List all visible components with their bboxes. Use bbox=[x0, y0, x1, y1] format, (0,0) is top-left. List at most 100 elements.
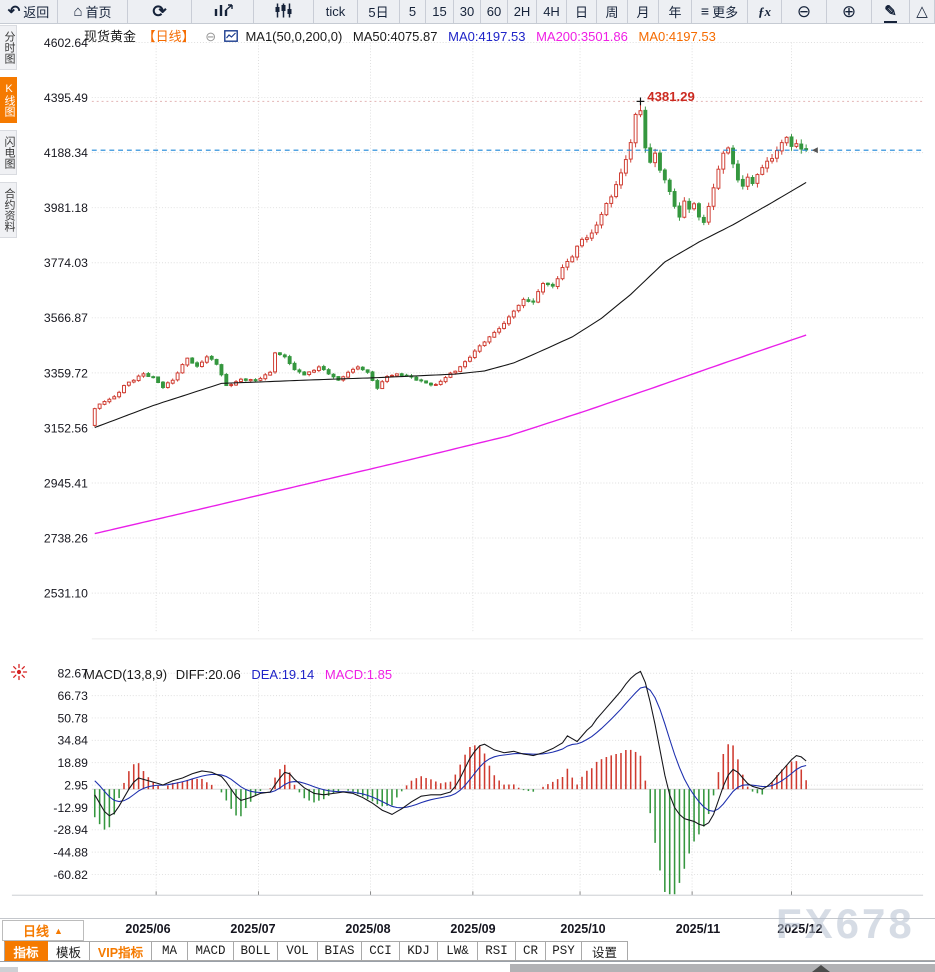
toolbar-item-label: 15 bbox=[432, 4, 447, 19]
svg-text:-12.99: -12.99 bbox=[53, 801, 88, 815]
indicator-tab-指标[interactable]: 指标 bbox=[4, 941, 48, 961]
indicator-tab-CCI[interactable]: CCI bbox=[362, 941, 400, 961]
toolbar-item-4h[interactable]: 4H bbox=[537, 0, 567, 23]
toolbar-item-label: 5 bbox=[408, 4, 417, 19]
macd-title: MACD(13,8,9) bbox=[84, 667, 168, 682]
toolbar-item-month[interactable]: 月 bbox=[628, 0, 659, 23]
toolbar-item-fx[interactable]: ƒx bbox=[748, 0, 782, 23]
ma200-value: MA200:3501.86 bbox=[536, 29, 628, 44]
toolbar-item-30[interactable]: 30 bbox=[454, 0, 481, 23]
indicator-tab-LW&[interactable]: LW& bbox=[438, 941, 478, 961]
macd-value: MACD:1.85 bbox=[324, 667, 393, 682]
toolbar-item-year[interactable]: 年 bbox=[659, 0, 692, 23]
indicator-tab-PSY[interactable]: PSY bbox=[546, 941, 582, 961]
x-axis-label: 2025/12 bbox=[777, 922, 823, 936]
sidebar-tab-0[interactable]: 分时图 bbox=[0, 25, 17, 70]
toolbar-item-zoom-out[interactable]: ⊖ bbox=[782, 0, 827, 23]
svg-text:2738.26: 2738.26 bbox=[44, 531, 88, 545]
ma-settings: MA1(50,0,200,0) bbox=[245, 29, 343, 44]
indicator-tab-RSI[interactable]: RSI bbox=[478, 941, 516, 961]
main-chart-header: 现货黄金 【日线】 ⊖ MA1(50,0,200,0) MA50:4075.87… bbox=[84, 26, 723, 45]
indicator-tab-BOLL[interactable]: BOLL bbox=[234, 941, 278, 961]
collapse-icon[interactable]: ⊖ bbox=[205, 29, 217, 44]
toolbar-item-5[interactable]: 5 bbox=[400, 0, 426, 23]
toolbar-item-label: 更多 bbox=[712, 5, 739, 20]
bar-chart-icon bbox=[213, 3, 233, 21]
toolbar-item-tick[interactable]: tick bbox=[314, 0, 358, 23]
toolbar-item-label: 月 bbox=[636, 5, 650, 20]
svg-text:18.89: 18.89 bbox=[57, 756, 88, 770]
indicator-tab-filler bbox=[628, 941, 935, 961]
indicator-tab-BIAS[interactable]: BIAS bbox=[318, 941, 362, 961]
x-axis-label: 2025/09 bbox=[450, 922, 496, 936]
indicator-tab-设置[interactable]: 设置 bbox=[582, 941, 628, 961]
toolbar-item-label: ƒx bbox=[758, 3, 771, 19]
indicator-tab-MACD[interactable]: MACD bbox=[188, 941, 234, 961]
x-axis: 日线 ▲ 2025/06 2025/07 2025/08 2025/09 2025/10… bbox=[0, 918, 935, 942]
macd-header: MACD(13,8,9) DIFF:20.06 DEA:19.14 MACD:1… bbox=[84, 667, 399, 682]
home-icon: ⌂ bbox=[73, 3, 83, 20]
svg-text:2945.41: 2945.41 bbox=[44, 476, 88, 490]
sidebar-tab-2[interactable]: 闪电图 bbox=[0, 130, 17, 175]
menu-icon: ≡ bbox=[700, 3, 710, 19]
candlestick-icon bbox=[274, 3, 293, 21]
indicator-tab-MA[interactable]: MA bbox=[152, 941, 188, 961]
scrollbar-corner bbox=[0, 967, 18, 972]
ma0-blue-value: MA0:4197.53 bbox=[448, 29, 526, 44]
toolbar-item-label: tick bbox=[325, 4, 346, 19]
x-axis-label: 2025/08 bbox=[345, 922, 391, 936]
toolbar-item-line-chart[interactable] bbox=[192, 0, 254, 23]
toolbar-item-label: 返回 bbox=[23, 5, 50, 20]
toolbar-item-60[interactable]: 60 bbox=[481, 0, 508, 23]
toolbar-item-5d[interactable]: 5日 bbox=[358, 0, 400, 23]
toolbar-item-label: 周 bbox=[605, 5, 619, 20]
toolbar-item-label: 日 bbox=[574, 5, 588, 20]
indicator-tab-VIP指标[interactable]: VIP指标 bbox=[90, 941, 152, 961]
sidebar-tab-3[interactable]: 合约资料 bbox=[0, 182, 17, 238]
toolbar-item-day[interactable]: 日 bbox=[567, 0, 597, 23]
svg-text:2.95: 2.95 bbox=[64, 778, 88, 792]
zoom-in-icon: ⊕ bbox=[841, 2, 857, 21]
triangle-icon: △ bbox=[916, 3, 928, 20]
toolbar-item-shape[interactable]: △ bbox=[910, 0, 935, 23]
toolbar-item-week[interactable]: 周 bbox=[597, 0, 628, 23]
scroll-up-arrow-icon[interactable] bbox=[812, 965, 830, 972]
chart-canvas[interactable]: 4602.64 4395.49 4188.34 3981.18 3774.03 3566.… bbox=[0, 24, 935, 941]
svg-text:4602.64: 4602.64 bbox=[44, 36, 88, 50]
toolbar-item-label: 首页 bbox=[85, 5, 112, 20]
toolbar-item-home[interactable]: ⌂ 首页 bbox=[58, 0, 128, 23]
toolbar-item-draw[interactable]: ✎ bbox=[872, 0, 910, 23]
indicator-tab-bar: 指标 模板 VIP指标 MA MACD BOLL VOL BIAS CCI KDJ LW& RSI CR… bbox=[0, 941, 935, 961]
period-selector[interactable]: 日线 ▲ bbox=[2, 920, 84, 941]
svg-text:4395.49: 4395.49 bbox=[44, 91, 88, 105]
toolbar-item-2h[interactable]: 2H bbox=[508, 0, 537, 23]
toolbar-item-back[interactable]: ↶ 返回 bbox=[0, 0, 58, 23]
x-axis-label: 2025/06 bbox=[125, 922, 171, 936]
pencil-icon: ✎ bbox=[884, 3, 897, 23]
toolbar-item-more[interactable]: ≡ 更多 bbox=[692, 0, 748, 23]
toolbar-item-label: 30 bbox=[459, 4, 475, 19]
toolbar-item-label: 5日 bbox=[368, 5, 389, 20]
indicator-settings-icon[interactable] bbox=[10, 663, 28, 686]
ma50-value: MA50:4075.87 bbox=[352, 29, 438, 44]
chart-window-icon[interactable] bbox=[223, 30, 238, 45]
period-tag: 【日线】 bbox=[142, 29, 195, 44]
toolbar-item-15[interactable]: 15 bbox=[426, 0, 454, 23]
period-label: 日线 bbox=[23, 924, 50, 939]
indicator-tab-CR[interactable]: CR bbox=[516, 941, 546, 961]
sidebar-tab-1[interactable]: K线图 bbox=[0, 77, 17, 123]
svg-text:3359.72: 3359.72 bbox=[44, 366, 88, 380]
toolbar-item-candle-chart[interactable] bbox=[254, 0, 314, 23]
scrollbar-thumb[interactable] bbox=[510, 964, 935, 972]
indicator-tab-模板[interactable]: 模板 bbox=[48, 941, 90, 961]
toolbar-item-zoom-in[interactable]: ⊕ bbox=[827, 0, 872, 23]
indicator-tab-KDJ[interactable]: KDJ bbox=[400, 941, 438, 961]
macd-dea-value: DEA:19.14 bbox=[251, 667, 315, 682]
toolbar-item-refresh[interactable]: ⟳ bbox=[128, 0, 192, 23]
indicator-tab-VOL[interactable]: VOL bbox=[278, 941, 318, 961]
svg-text:34.84: 34.84 bbox=[57, 734, 88, 748]
toolbar-item-label: 60 bbox=[486, 4, 502, 19]
svg-text:82.67: 82.67 bbox=[57, 667, 88, 681]
top-toolbar: ↶ 返回 ⌂ 首页 ⟳ tick 5日 5 15 30 60 2H 4H 日周月年 ≡ 更多 ƒx ⊖ ⊕ ✎ △ bbox=[0, 0, 935, 24]
